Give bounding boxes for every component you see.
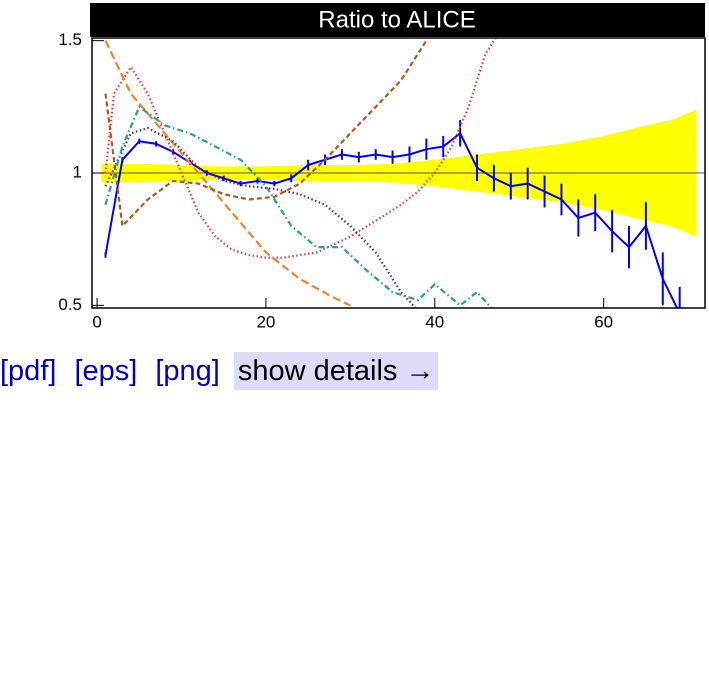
series-line (104, 40, 428, 229)
series-line (104, 40, 351, 307)
y-tick-label: 1 (73, 162, 82, 181)
show-details-button[interactable]: show details → (233, 352, 439, 390)
chart-title: Ratio to ALICE (318, 6, 475, 33)
y-tick-label: 0.5 (58, 295, 82, 314)
y-tick-label: 1.5 (58, 30, 82, 49)
chart: Ratio to ALICE 0 20 40 60 0.5 1 1.5 (58, 3, 706, 331)
x-tick-label: 60 (594, 312, 613, 331)
download-link[interactable]: [eps] (74, 355, 138, 387)
download-link[interactable]: [pdf] (0, 355, 57, 387)
x-tick-label: 40 (425, 312, 444, 331)
series-line (104, 105, 493, 308)
download-link[interactable]: [png] (155, 355, 220, 387)
plot-area (92, 38, 705, 308)
x-tick-label: 0 (92, 312, 101, 331)
series-line (104, 126, 417, 308)
title-bar (90, 3, 705, 37)
series-line (104, 38, 497, 259)
link-bar: [pdf] [eps] [png] show details → (0, 352, 456, 390)
x-tick-label: 20 (256, 312, 275, 331)
